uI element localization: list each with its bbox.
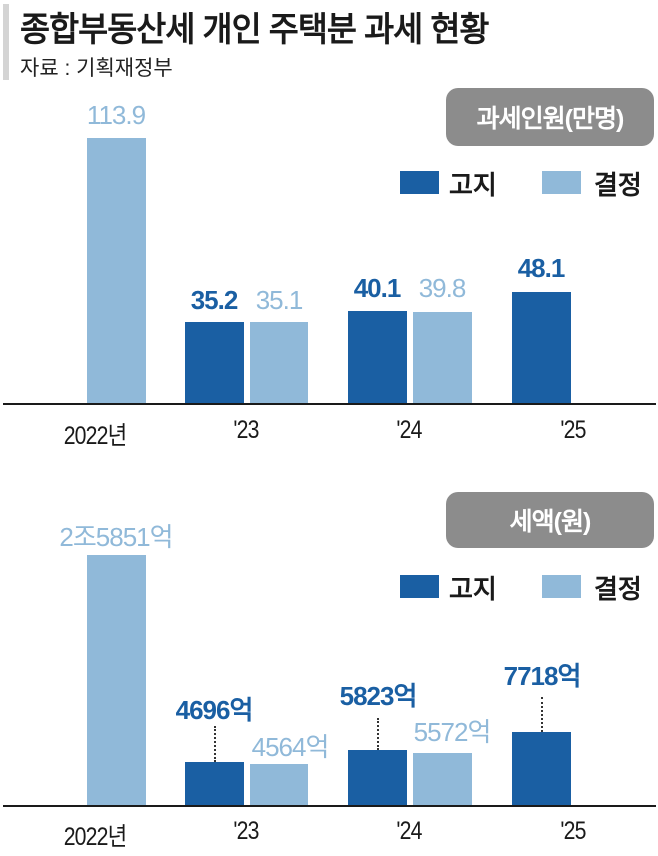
x-label: '25 — [560, 416, 586, 444]
value-label: 113.9 — [86, 100, 146, 130]
x-axis-line — [3, 805, 656, 807]
source-note: 자료 : 기획재정부 — [20, 57, 173, 80]
x-label: 2022년 — [63, 823, 127, 851]
bar-2023-decision — [250, 322, 308, 404]
bar-2025-notice — [512, 732, 571, 806]
value-label: 35.2 — [190, 285, 239, 315]
bar-2024-decision — [413, 312, 472, 404]
value-label: 40.1 — [353, 273, 402, 303]
bar-2024-notice — [348, 311, 407, 404]
value-label: 4564억 — [251, 732, 330, 762]
bar-2024-decision — [413, 753, 472, 806]
x-label: '24 — [396, 817, 422, 845]
bar-2022-decision — [87, 555, 146, 806]
chart-title: 종합부동산세 개인 주택분 과세 현황 — [20, 11, 489, 49]
value-label: 4696억 — [175, 695, 254, 725]
bar-2023-notice — [185, 322, 244, 404]
unit-badge: 과세인원(만명) — [446, 88, 654, 146]
x-label: '25 — [560, 817, 586, 845]
leader-line — [214, 726, 216, 762]
legend-label-notice: 고지 — [449, 574, 497, 604]
value-label: 5823억 — [339, 681, 418, 711]
x-label: '23 — [233, 416, 259, 444]
value-label: 7718억 — [503, 661, 582, 691]
legend-label-decision: 결정 — [594, 574, 642, 604]
bar-2023-decision — [250, 764, 308, 806]
value-label: 2조5851억 — [59, 522, 173, 552]
x-label: 2022년 — [63, 422, 127, 450]
x-label: '23 — [233, 817, 259, 845]
title-accent-bar — [3, 4, 9, 80]
legend-swatch-notice — [400, 575, 439, 598]
bar-2023-notice — [185, 762, 244, 806]
value-label: 35.1 — [255, 285, 304, 315]
value-label: 48.1 — [517, 253, 566, 283]
x-axis-line — [3, 403, 656, 405]
x-label: '24 — [396, 416, 422, 444]
leader-line — [377, 718, 379, 750]
legend-swatch-decision — [542, 171, 581, 194]
bar-2025-notice — [512, 292, 571, 404]
legend-swatch-decision — [542, 575, 581, 598]
value-label: 39.8 — [418, 273, 467, 303]
leader-line — [541, 697, 543, 732]
legend-label-notice: 고지 — [449, 170, 497, 200]
legend-swatch-notice — [400, 171, 439, 194]
value-label: 5572억 — [413, 717, 492, 747]
bar-2024-notice — [348, 750, 407, 806]
unit-badge: 세액(원) — [446, 492, 654, 548]
bar-2022-decision — [87, 138, 146, 404]
legend-label-decision: 결정 — [594, 170, 642, 200]
